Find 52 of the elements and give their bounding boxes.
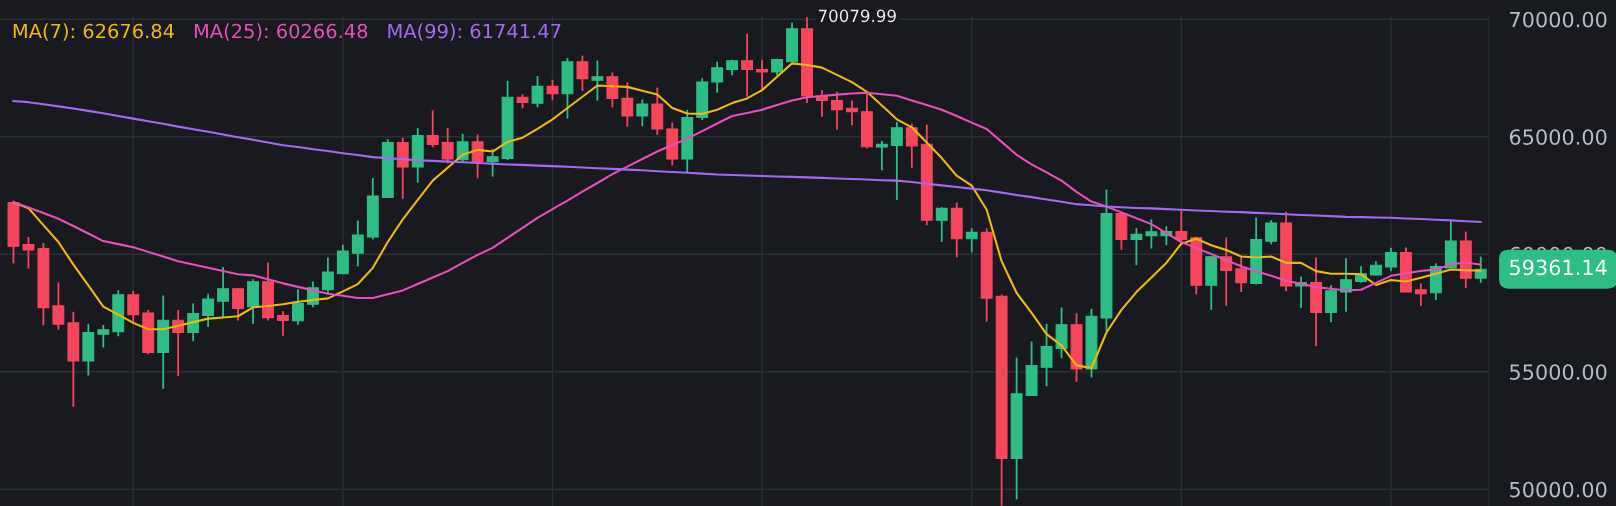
- candlestick: [741, 32, 754, 98]
- candlestick: [336, 243, 349, 275]
- candlestick: [606, 71, 619, 109]
- y-tick-label: 50000.00: [1510, 481, 1607, 498]
- candlestick: [232, 287, 245, 322]
- candlestick: [1265, 219, 1278, 246]
- candlestick: [52, 281, 65, 331]
- candlestick: [202, 292, 215, 328]
- candlestick: [831, 90, 843, 131]
- candlestick: [471, 133, 484, 180]
- candlestick: [1384, 246, 1397, 273]
- annotation: 70079.99: [818, 9, 896, 23]
- candlestick: [426, 109, 439, 149]
- y-tick-label: 70000.00: [1510, 11, 1607, 28]
- candlestick: [576, 54, 589, 93]
- candlestick: [22, 236, 35, 270]
- candlestick: [1235, 255, 1248, 293]
- text: MA(99): 61741.47: [388, 23, 561, 41]
- candlestick: [890, 120, 903, 201]
- candlestick: [97, 324, 110, 349]
- candlestick: [546, 78, 559, 101]
- y-tick-label: 55000.00: [1510, 364, 1607, 380]
- candlestick: [187, 302, 200, 343]
- text: MA(25): 60266.48: [194, 23, 368, 41]
- candlestick: [486, 148, 499, 178]
- candlestick: [321, 256, 334, 294]
- candlestick: [127, 289, 140, 324]
- candlestick: [711, 60, 724, 94]
- candlestick: [756, 58, 769, 91]
- text: MA(7): 62676.84: [13, 23, 174, 41]
- candlestick: [292, 288, 304, 326]
- candlestick: [636, 98, 649, 128]
- candlestick: [1040, 322, 1053, 388]
- line-series: [12, 99, 1482, 224]
- candlestick: [277, 310, 289, 337]
- candlestick: [1130, 227, 1143, 267]
- candlestick: [1414, 282, 1427, 307]
- text: 59361.14: [1510, 259, 1607, 276]
- candlestick: [621, 81, 634, 128]
- candlestick: [1145, 218, 1158, 250]
- candlestick: [965, 227, 978, 254]
- candlestick: [1340, 257, 1352, 313]
- candlestick: [875, 140, 888, 172]
- candlestick: [351, 219, 364, 268]
- y-tick-label: 65000.00: [1509, 129, 1607, 145]
- candlestick: [1055, 306, 1068, 360]
- candlestick: [905, 122, 918, 169]
- candlestick: [217, 266, 230, 318]
- candlestick: [935, 206, 948, 243]
- candlestick: [591, 59, 604, 102]
- candlestick: [531, 75, 544, 109]
- candlestick: [1325, 284, 1337, 324]
